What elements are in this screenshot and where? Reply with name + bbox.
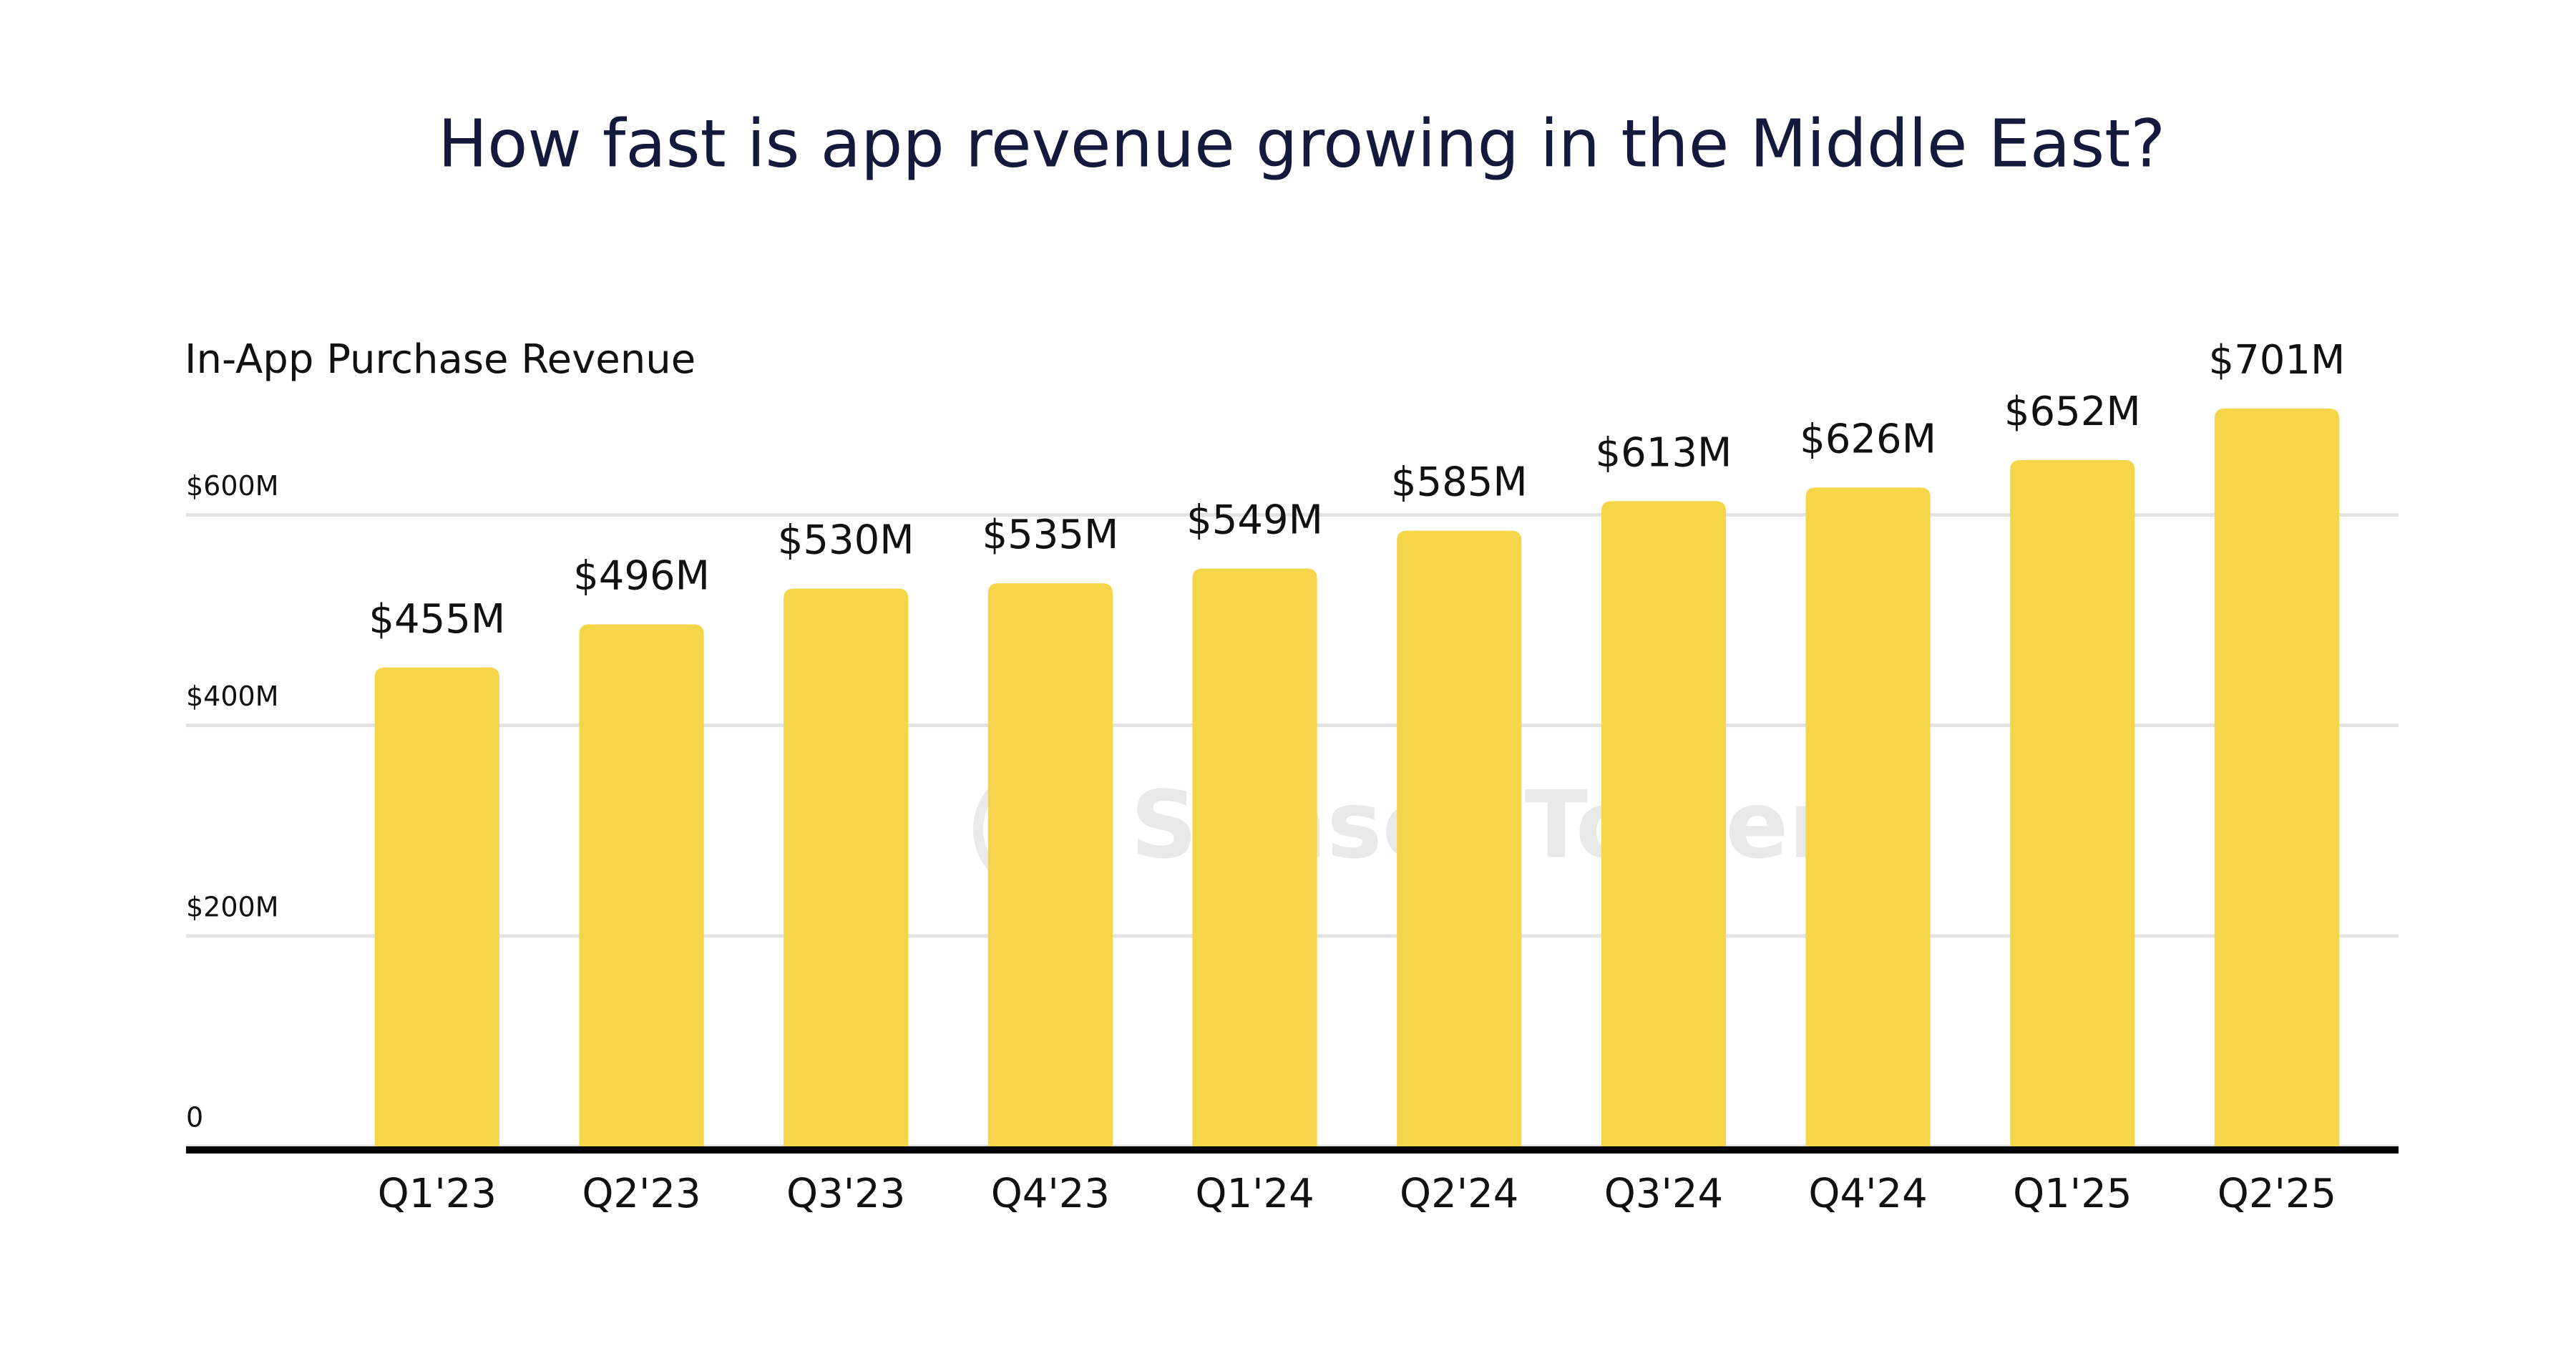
y-tick-label: 0 <box>186 1102 203 1133</box>
x-tick-label: Q1'23 <box>378 1171 497 1217</box>
y-tick-label: $400M <box>186 681 279 712</box>
x-tick-label: Q1'25 <box>2013 1171 2132 1217</box>
value-label: $549M <box>1186 497 1323 544</box>
x-tick-label: Q1'24 <box>1195 1171 1314 1217</box>
x-tick-label: Q4'24 <box>1808 1171 1927 1217</box>
value-label: $652M <box>2004 389 2141 435</box>
bar <box>1805 487 1931 1146</box>
y-tick-label: $200M <box>186 891 279 922</box>
bar <box>784 588 909 1146</box>
value-label: $535M <box>982 512 1118 558</box>
bar <box>1397 530 1522 1146</box>
value-label: $585M <box>1391 459 1528 506</box>
x-tick-label: Q3'23 <box>786 1171 905 1217</box>
y-tick-label: $600M <box>186 470 279 502</box>
value-label: $530M <box>778 517 914 564</box>
x-tick-label: Q2'24 <box>1400 1171 1518 1217</box>
value-label: $455M <box>369 596 505 643</box>
value-label: $613M <box>1595 430 1732 477</box>
value-label: $496M <box>573 553 710 600</box>
bar <box>2010 460 2135 1146</box>
bar <box>1192 568 1317 1146</box>
value-label: $701M <box>2209 337 2346 384</box>
bar <box>374 667 499 1146</box>
x-tick-label: Q4'23 <box>991 1171 1110 1217</box>
bar <box>987 583 1113 1146</box>
x-tick-label: Q2'25 <box>2218 1171 2336 1217</box>
bar <box>2214 408 2340 1147</box>
value-label: $626M <box>1800 416 1936 462</box>
x-tick-label: Q3'24 <box>1604 1171 1723 1217</box>
chart-title: How fast is app revenue growing in the M… <box>438 105 2165 182</box>
bar <box>1601 501 1727 1146</box>
y-axis-title: In-App Purchase Revenue <box>185 336 696 383</box>
bar <box>579 624 704 1146</box>
x-tick-label: Q2'23 <box>582 1171 701 1217</box>
